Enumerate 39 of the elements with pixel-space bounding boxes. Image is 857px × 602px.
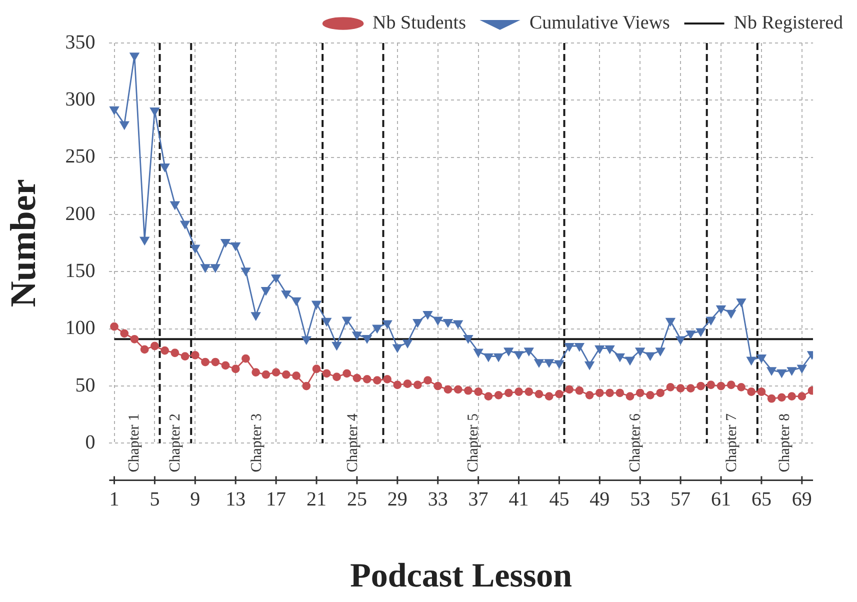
y-tick-label: 50	[75, 374, 96, 396]
y-tick-label: 300	[65, 88, 96, 110]
annotation: Chapter 1	[126, 413, 142, 472]
x-tick-label: 57	[670, 488, 691, 510]
x-tick-label: 65	[751, 488, 772, 510]
annotation: Chapter 4	[344, 412, 361, 472]
legend-label: Cumulative Views	[529, 12, 670, 34]
x-tick-label: 21	[306, 488, 327, 510]
x-tick-label: 69	[792, 488, 812, 510]
y-axis-title: Number	[2, 179, 43, 308]
annotation: Chapter 2	[167, 413, 184, 472]
x-tick-label: 49	[590, 488, 610, 510]
legend-label: Nb Registered	[734, 12, 844, 34]
y-tick-label: 250	[65, 146, 96, 168]
x-tick-label: 61	[711, 488, 732, 510]
y-tick-label: 350	[65, 31, 96, 54]
x-tick-label: 41	[508, 488, 529, 510]
x-tick-label: 1	[109, 488, 120, 510]
x-tick-label: 13	[226, 488, 246, 510]
x-axis-title: Podcast Lesson	[350, 557, 572, 594]
legend-label: Nb Students	[372, 12, 466, 34]
annotation: Chapter 3	[248, 413, 265, 472]
annotation: Chapter 8	[777, 413, 794, 472]
x-tick-label: 53	[630, 488, 650, 510]
annotation: Chapter 7	[724, 412, 740, 472]
x-tick-label: 5	[150, 488, 160, 510]
x-tick-label: 29	[387, 488, 408, 510]
y-tick-label: 200	[65, 202, 96, 225]
y-tick-label: 0	[85, 431, 96, 454]
x-tick-label: 33	[428, 488, 448, 510]
x-tick-label: 9	[190, 488, 200, 510]
y-tick-label: 150	[65, 260, 96, 282]
annotation: Chapter 5	[466, 413, 482, 472]
x-tick-label: 25	[346, 488, 367, 510]
x-tick-label: 17	[266, 488, 286, 510]
x-tick-label: 45	[549, 488, 570, 510]
annotation: Chapter 6	[627, 412, 644, 472]
x-tick-label: 37	[468, 488, 488, 510]
y-tick-label: 100	[65, 317, 96, 340]
